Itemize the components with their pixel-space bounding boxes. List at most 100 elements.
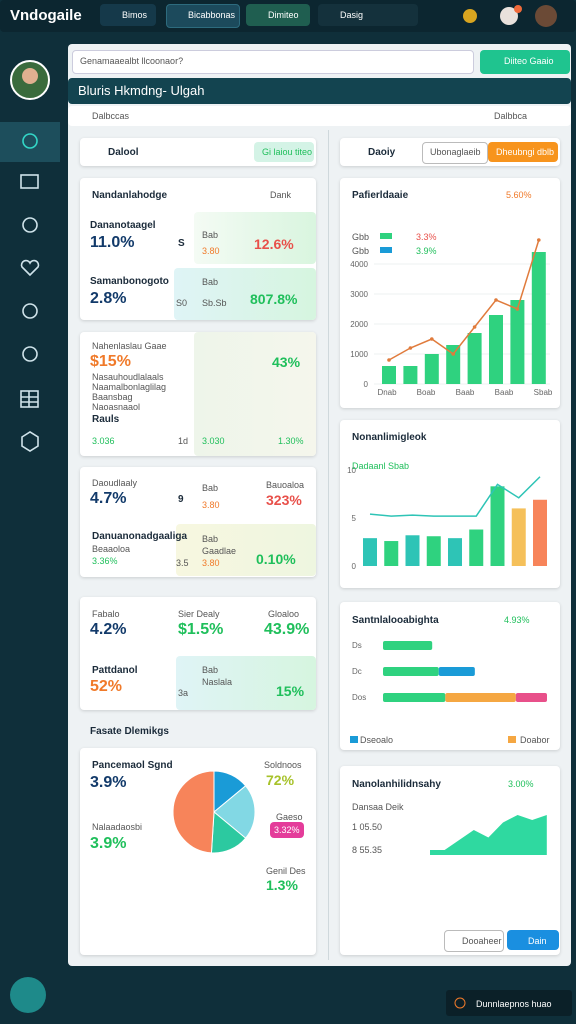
toolbar-button[interactable] (488, 142, 558, 162)
x-label: Sbab (534, 388, 553, 397)
nav-active[interactable] (0, 122, 60, 162)
y-tick-label: 10 (347, 466, 356, 475)
card-highlight (176, 656, 316, 710)
card-title: Nanolanhilidnsahy (352, 779, 441, 790)
card-highlight (176, 524, 316, 576)
mix-right-label: Bauoaloa (266, 480, 305, 490)
rate-label: Fabalo (92, 609, 120, 619)
kpi-sub: Bab (202, 277, 219, 287)
y-tick-label: 5 (352, 514, 357, 523)
link[interactable]: Dank (270, 190, 292, 200)
y-tick-label: 0 (352, 562, 357, 571)
bar-segment (445, 693, 516, 702)
primary-button[interactable] (480, 50, 570, 74)
tab[interactable] (100, 4, 156, 26)
card-title: Nonanlimigleok (352, 432, 427, 443)
rate-label: Gloaloo (268, 609, 300, 619)
button-label[interactable]: Dooaheer (462, 936, 502, 946)
mix-value: 4.7% (90, 490, 127, 507)
bar-segment (383, 667, 439, 676)
mix-mid: 9 (178, 494, 184, 505)
legend-value: 3.9% (416, 246, 437, 256)
button-label[interactable]: Diiteo Gaaio (504, 56, 554, 66)
tab[interactable] (166, 4, 240, 28)
card-badge: 5.60% (506, 190, 532, 200)
tab[interactable]: Bicabbonas (188, 10, 236, 20)
rate-value: $1.5% (178, 621, 224, 638)
y-tick-label: 3000 (350, 290, 368, 299)
share-right-value: 1.3% (266, 877, 298, 893)
x-label: Boab (417, 388, 436, 397)
legend-name: Doabor (520, 735, 550, 745)
bar (489, 315, 503, 384)
y-tick-label: 2000 (350, 320, 368, 329)
tab[interactable]: Bimos (122, 10, 148, 20)
toolbar-button[interactable] (422, 142, 488, 164)
row-label: Ds (352, 641, 362, 650)
button-label[interactable]: Ubonaglaeib (430, 147, 481, 157)
card (340, 766, 560, 955)
sub-header-label: Dalbbca (494, 111, 528, 121)
footer-value: 3.030 (202, 436, 225, 446)
button-label[interactable]: Gi laiou titeo (262, 147, 313, 157)
header-title: Bluris Hkmdng- Ulgah (78, 83, 205, 98)
sub-header: Dalbccas (92, 111, 130, 121)
search-text[interactable]: Dasig (340, 10, 364, 20)
mix-caption: Beaaoloa (92, 544, 131, 554)
mix-change: 323% (266, 492, 302, 508)
point (387, 358, 391, 362)
bar (446, 345, 461, 384)
rate-row-value: 52% (90, 678, 123, 695)
bar (448, 538, 462, 566)
toast-text: Dunnlaepnos huao (476, 999, 552, 1009)
y-tick-label: 1000 (350, 350, 368, 359)
toolbar-button[interactable] (254, 142, 314, 162)
button-label[interactable]: Dheubngi dblb (496, 147, 555, 157)
bar (531, 252, 546, 384)
legend-swatch (508, 736, 516, 743)
search-field[interactable] (318, 4, 418, 26)
card-highlight (174, 268, 316, 320)
card-title: Santnlalooabighta (352, 615, 439, 626)
rate-value: 4.2% (90, 621, 127, 638)
y-tick-label: 4000 (350, 260, 368, 269)
kpi-value: 2.8% (90, 290, 127, 307)
button[interactable] (507, 930, 559, 950)
line (388, 239, 540, 361)
legend-name: Dseoalo (360, 735, 394, 745)
bar (424, 354, 439, 384)
area-sublabel: Dansaa Deik (352, 802, 404, 812)
rate-label: Sier Dealy (178, 609, 220, 619)
nav-icons[interactable] (20, 133, 40, 452)
section-title: Fasate Dlemikgs (90, 726, 169, 737)
bar (469, 529, 484, 566)
legend-name: Gbb (352, 246, 370, 256)
help-button[interactable] (10, 977, 46, 1013)
kpi-change: 12.6% (254, 236, 294, 252)
legend-name: Gbb (352, 232, 370, 242)
bar-segment (383, 641, 433, 650)
tab[interactable]: Dimiteo (268, 10, 299, 20)
icon[interactable] (500, 7, 518, 25)
bar (511, 508, 526, 566)
card-badge: 3.00% (508, 779, 534, 789)
avatar[interactable] (535, 5, 557, 27)
mix-sub: Bab (202, 534, 219, 544)
card-title: Nandanlahodge (92, 190, 168, 201)
point (537, 238, 541, 242)
button[interactable] (444, 930, 504, 952)
icon[interactable] (463, 9, 477, 23)
button-label[interactable]: Dain (528, 936, 547, 946)
search-input[interactable] (72, 50, 474, 74)
line (369, 476, 541, 517)
tab[interactable] (246, 4, 310, 26)
point (494, 298, 498, 302)
bar (384, 541, 399, 566)
share-right-value: 72% (266, 772, 295, 788)
mix-label: Danuanonadgaaliga (92, 531, 188, 542)
mix-sub-value: 3.80 (202, 500, 220, 510)
rate-value: 43.9% (264, 621, 310, 638)
bar (403, 366, 418, 384)
footer-value: 3.036 (92, 436, 115, 446)
toast (446, 990, 572, 1016)
